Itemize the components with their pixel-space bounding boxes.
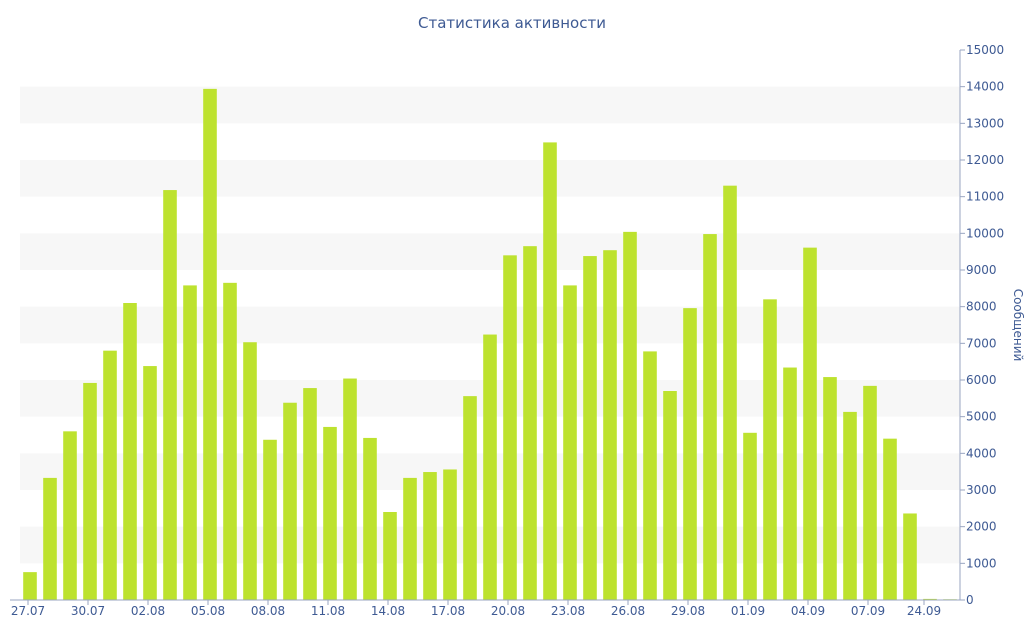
y-tick-label: 2000 <box>966 520 997 534</box>
x-tick-label: 07.09 <box>851 604 885 618</box>
bar[interactable] <box>743 432 757 600</box>
bar[interactable] <box>83 382 97 600</box>
x-tick-label: 30.07 <box>71 604 105 618</box>
x-tick-label: 14.08 <box>371 604 405 618</box>
bar[interactable] <box>183 285 197 600</box>
y-tick-label: 3000 <box>966 483 997 497</box>
bar[interactable] <box>543 142 557 600</box>
x-tick-label: 02.08 <box>131 604 165 618</box>
bar[interactable] <box>703 234 717 601</box>
bar[interactable] <box>423 472 437 600</box>
bar[interactable] <box>443 469 457 600</box>
grid-band <box>20 233 960 270</box>
bar[interactable] <box>143 366 157 600</box>
bar[interactable] <box>63 431 77 600</box>
bar[interactable] <box>683 308 697 600</box>
y-axis-ticks: 0 1000 2000 3000 4000 5000 6000 7000 8000 9000 100… <box>960 43 1004 607</box>
bar[interactable] <box>383 512 397 600</box>
x-tick-label: 05.08 <box>191 604 225 618</box>
y-tick-label: 1000 <box>966 556 997 570</box>
bar[interactable] <box>403 477 417 600</box>
chart-title: Статистика активности <box>418 14 606 32</box>
bar[interactable] <box>43 477 57 600</box>
x-tick-label: 01.09 <box>731 604 765 618</box>
y-tick-label: 5000 <box>966 410 997 424</box>
bar[interactable] <box>163 190 177 601</box>
y-tick-label: 15000 <box>966 43 1004 57</box>
x-tick-label: 20.08 <box>491 604 525 618</box>
y-tick-label: 6000 <box>966 373 997 387</box>
bar[interactable] <box>823 377 837 600</box>
bar[interactable] <box>223 282 237 600</box>
bar[interactable] <box>23 572 37 600</box>
x-tick-label: 17.08 <box>431 604 465 618</box>
bar[interactable] <box>563 285 577 600</box>
bar[interactable] <box>783 367 797 600</box>
y-tick-label: 9000 <box>966 263 997 277</box>
x-tick-label: 27.07 <box>11 604 45 618</box>
y-axis-label: Сообщений <box>1011 289 1024 362</box>
x-tick-label: 08.08 <box>251 604 285 618</box>
bar[interactable] <box>323 426 337 600</box>
bar[interactable] <box>583 256 597 600</box>
bar[interactable] <box>623 231 637 600</box>
bar[interactable] <box>483 334 497 600</box>
y-tick-label: 4000 <box>966 446 997 460</box>
x-tick-label: 24.09 <box>907 604 941 618</box>
y-tick-label: 13000 <box>966 116 1004 130</box>
bar-series <box>23 88 957 601</box>
bar[interactable] <box>263 439 277 600</box>
y-tick-label: 0 <box>966 593 974 607</box>
grid-band <box>20 86 960 124</box>
x-tick-label: 26.08 <box>611 604 645 618</box>
bar[interactable] <box>723 185 737 600</box>
y-tick-label: 8000 <box>966 300 997 314</box>
bar[interactable] <box>283 402 297 600</box>
bar[interactable] <box>803 247 817 600</box>
bar[interactable] <box>903 513 917 600</box>
y-tick-label: 10000 <box>966 226 1004 240</box>
bar[interactable] <box>503 255 517 601</box>
bar[interactable] <box>863 385 877 600</box>
grid-band <box>20 160 960 197</box>
y-tick-label: 11000 <box>966 190 1004 204</box>
bar[interactable] <box>843 411 857 600</box>
bar[interactable] <box>763 299 777 600</box>
bar[interactable] <box>303 388 317 600</box>
bar[interactable] <box>463 396 477 600</box>
x-tick-label: 23.08 <box>551 604 585 618</box>
bar[interactable] <box>603 250 617 600</box>
y-tick-label: 12000 <box>966 153 1004 167</box>
y-tick-label: 14000 <box>966 80 1004 94</box>
bar[interactable] <box>663 391 677 600</box>
bar[interactable] <box>363 437 377 600</box>
x-axis-ticks: 27.07 30.07 02.08 05.08 08.08 11.08 14.08 17.08… <box>11 600 941 618</box>
bar[interactable] <box>243 342 257 600</box>
bar[interactable] <box>643 351 657 600</box>
bar[interactable] <box>103 350 117 600</box>
bar[interactable] <box>123 303 137 600</box>
bar[interactable] <box>883 438 897 600</box>
y-tick-label: 7000 <box>966 336 997 350</box>
bar[interactable] <box>523 246 537 600</box>
bar[interactable] <box>923 598 937 600</box>
x-tick-label: 11.08 <box>311 604 345 618</box>
x-tick-label: 29.08 <box>671 604 705 618</box>
bar[interactable] <box>343 378 357 600</box>
x-tick-label: 04.09 <box>791 604 825 618</box>
bar[interactable] <box>203 88 217 600</box>
